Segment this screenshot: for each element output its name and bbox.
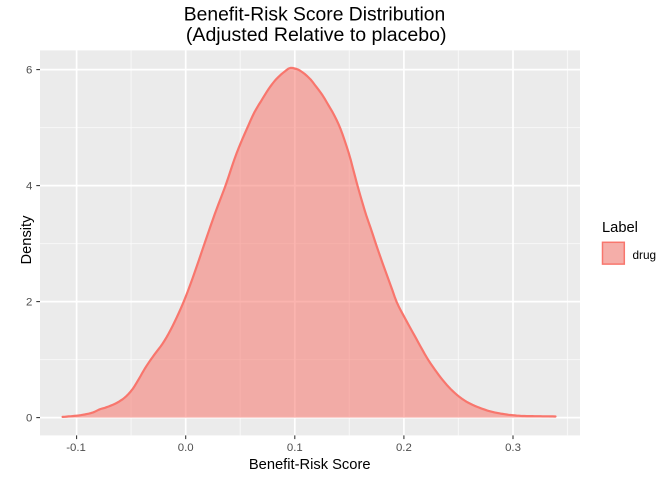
svg-text:(Adjusted Relative to placebo): (Adjusted Relative to placebo) [186,24,447,46]
svg-text:0: 0 [26,413,32,425]
svg-text:Density: Density [19,215,35,265]
svg-text:0.0: 0.0 [178,442,194,454]
svg-text:Label: Label [602,220,638,236]
svg-text:0.1: 0.1 [287,442,303,454]
svg-text:Benefit-Risk Score: Benefit-Risk Score [249,457,371,473]
svg-text:0.3: 0.3 [505,442,521,454]
svg-text:2: 2 [26,297,32,309]
svg-text:drug: drug [633,248,657,262]
svg-text:0.2: 0.2 [396,442,412,454]
svg-text:Benefit-Risk Score Distributio: Benefit-Risk Score Distribution [184,4,445,25]
svg-text:4: 4 [26,181,32,193]
svg-text:-0.1: -0.1 [66,442,86,454]
svg-text:6: 6 [26,65,32,77]
